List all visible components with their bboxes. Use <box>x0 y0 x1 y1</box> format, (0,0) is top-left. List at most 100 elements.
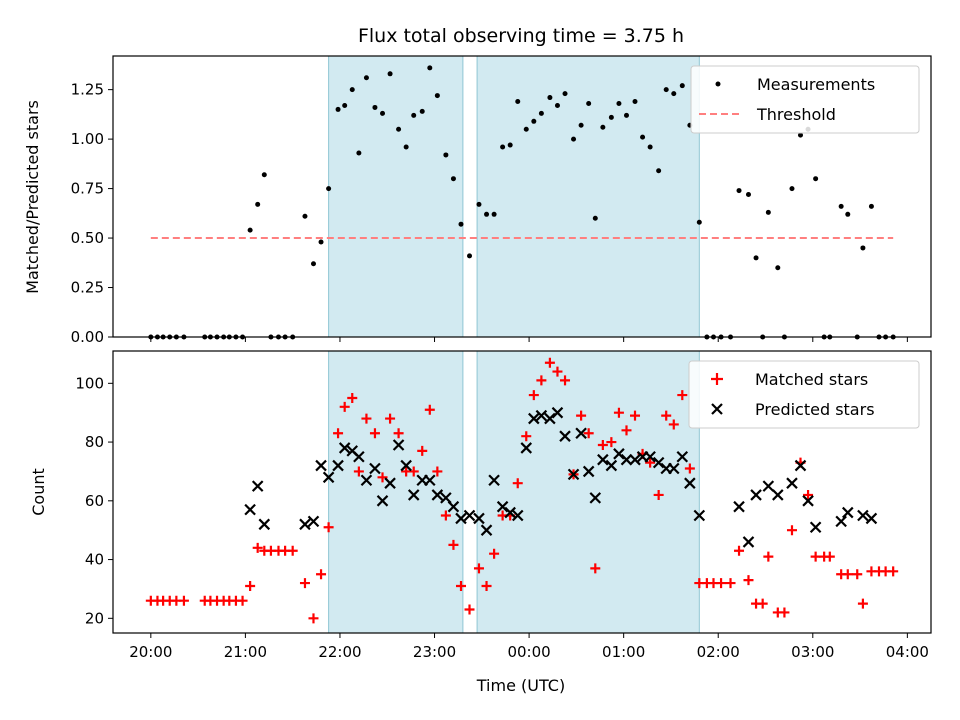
top-legend: Measurements Threshold <box>690 65 920 134</box>
measurement-point <box>523 126 529 132</box>
matched-star-point <box>299 578 310 589</box>
bottom-plot-area <box>145 357 899 624</box>
matched-star-point <box>528 390 539 401</box>
measurement-point <box>860 245 866 251</box>
measurement-point <box>745 192 751 198</box>
matched-star-point <box>590 563 601 574</box>
bot-y-tick-label: 80 <box>85 433 104 451</box>
predicted-star-point <box>567 468 580 481</box>
predicted-star-point <box>652 456 665 469</box>
x-axis-label: Time (UTC) <box>476 676 565 695</box>
matched-star-point <box>684 463 695 474</box>
top-y-tick-label: 0.25 <box>71 279 104 297</box>
predicted-star-point <box>463 509 476 522</box>
bot-y-tick-label: 100 <box>75 374 104 392</box>
matched-star-point <box>408 466 419 477</box>
matched-star-point <box>377 472 388 483</box>
top-y-tick-label: 0.00 <box>71 328 104 346</box>
measurement-point <box>696 219 702 225</box>
matched-star-point <box>763 551 774 562</box>
predicted-star-point <box>258 518 271 531</box>
predicted-star-point <box>733 500 745 513</box>
matched-star-point <box>440 510 451 521</box>
matched-star-point <box>552 366 563 377</box>
top-plot-area <box>148 65 896 340</box>
top-x-ticks <box>150 337 908 342</box>
measurement-point <box>500 144 506 150</box>
matched-star-point <box>668 419 679 430</box>
legend-matched-label: Matched stars <box>755 370 868 389</box>
measurement-point <box>467 253 473 259</box>
predicted-star-point <box>244 503 256 516</box>
measurement-point <box>736 188 742 194</box>
predicted-star-point <box>794 459 807 472</box>
measurement-point <box>571 136 577 142</box>
measurement-point <box>838 203 844 209</box>
measurement-point <box>434 93 440 99</box>
matched-star-point <box>734 545 745 556</box>
matched-star-point <box>576 410 587 421</box>
matched-star-point <box>237 595 248 606</box>
predicted-star-point <box>392 439 405 451</box>
bottom-shaded-intervals <box>328 350 700 634</box>
predicted-star-point <box>511 509 524 522</box>
measurement-point <box>632 99 638 105</box>
measurement-point <box>261 172 267 178</box>
matched-star-point <box>852 569 863 580</box>
matched-star-point <box>521 431 532 442</box>
measurement-point <box>592 215 598 221</box>
predicted-star-point <box>742 536 755 548</box>
matched-star-point <box>810 551 821 562</box>
measurement-point <box>310 261 316 267</box>
matched-star-point <box>333 428 344 439</box>
predicted-star-point <box>762 480 775 492</box>
predicted-star-point <box>802 495 814 507</box>
measurement-point <box>679 83 685 89</box>
bottom-panel: 20 40 60 80 100 20:00 21:00 22:00 23:00 00:00 01:… <box>29 350 932 695</box>
measurement-point <box>458 221 464 227</box>
predicted-star-point <box>684 477 696 489</box>
predicted-star-point <box>400 459 412 472</box>
x-tick-label: 01:00 <box>602 643 645 661</box>
top-axes-frame <box>112 55 932 338</box>
x-tick-label: 20:00 <box>129 643 172 661</box>
x-tick-label: 02:00 <box>697 643 740 661</box>
matched-star-point <box>339 401 350 412</box>
measurement-point <box>443 152 449 158</box>
measurement-point <box>380 110 386 116</box>
measurement-point <box>554 102 560 108</box>
matched-star-point <box>481 581 492 591</box>
legend-matched-marker <box>711 373 723 385</box>
measurement-point <box>326 186 332 192</box>
measurement-point <box>586 100 592 106</box>
legend-measurements-marker <box>715 81 721 87</box>
predicted-star-point <box>431 489 444 501</box>
matched-star-point <box>743 575 754 586</box>
bot-y-tick-label: 20 <box>85 609 104 627</box>
matched-star-point <box>393 428 404 439</box>
predicted-star-point <box>605 459 618 472</box>
matched-star-point <box>347 393 358 403</box>
x-tick-label: 00:00 <box>507 643 550 661</box>
bot-y-tick-label: 40 <box>85 551 104 569</box>
matched-star-point <box>464 604 475 615</box>
measurement-point <box>372 104 378 110</box>
x-tick-label: 21:00 <box>224 643 267 661</box>
predicted-star-point <box>384 477 396 489</box>
bottom-axes-frame <box>112 350 932 634</box>
predicted-star-point <box>315 459 327 472</box>
bottom-legend: Matched stars Predicted stars <box>688 360 920 429</box>
matched-star-point <box>803 489 814 500</box>
matched-star-point <box>245 581 256 591</box>
predicted-star-point <box>613 448 625 460</box>
matched-star-point <box>725 578 736 589</box>
predicted-star-point <box>842 506 854 519</box>
matched-star-point <box>583 428 594 439</box>
predicted-star-point <box>544 412 556 425</box>
measurement-point <box>349 87 355 93</box>
bot-shaded-interval-1 <box>476 350 700 634</box>
chart-title: Flux total observing time = 3.75 h <box>358 25 684 47</box>
measurement-point <box>600 124 606 130</box>
legend-predicted-label: Predicted stars <box>755 400 875 419</box>
